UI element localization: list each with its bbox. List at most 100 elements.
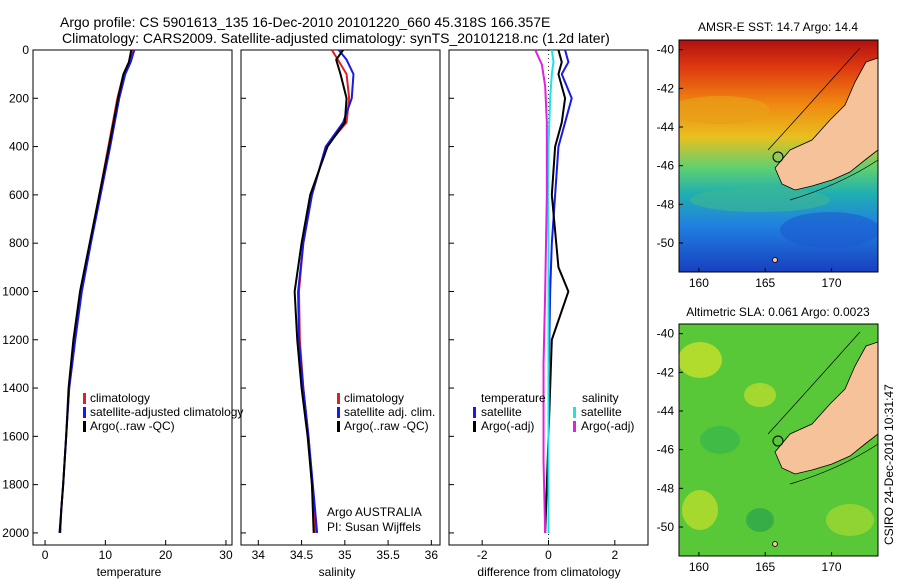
x-tick-label: 35 <box>338 548 352 562</box>
difference-axis-label: difference from climatology <box>477 565 620 579</box>
bathymetry-contour <box>767 331 861 435</box>
sla-anomaly <box>826 504 874 536</box>
legend-item: climatology <box>90 391 150 405</box>
y-tick-label: 200 <box>9 91 29 105</box>
series-line-2 <box>293 50 348 533</box>
legend-item: satellite <box>481 405 522 419</box>
sla-anomaly <box>746 508 774 532</box>
bathymetry-contour <box>789 159 878 201</box>
map-y-tick-label: -42 <box>657 365 675 379</box>
pi-annotation: PI: Susan Wijffels <box>327 520 421 534</box>
legend-heading-temperature: temperature <box>481 391 546 405</box>
timestamp-side-label: CSIRO 24-Dec-2010 10:31:47 <box>882 384 896 545</box>
sla-anomaly <box>682 490 718 530</box>
map-x-tick-label: 160 <box>689 560 709 574</box>
legend-item: satellite <box>581 405 622 419</box>
legend-item: Argo(..raw -QC) <box>344 419 429 433</box>
map-y-tick-label: -50 <box>657 236 675 250</box>
header-line1: Argo profile: CS 5901613_135 16-Dec-2010… <box>60 14 550 30</box>
sst-map-frame <box>678 39 879 273</box>
series-line-1 <box>297 50 355 534</box>
map-y-tick-label: -50 <box>657 520 675 534</box>
x-tick-label: 20 <box>159 548 173 562</box>
temperature-legend: climatology satellite-adjusted climatolo… <box>83 391 243 433</box>
south-island-land <box>774 341 878 475</box>
legend-swatch-sal-argo <box>573 421 576 432</box>
map-y-tick-label: -44 <box>657 404 675 418</box>
y-tick-label: 1000 <box>2 284 29 298</box>
map-x-tick-label: 170 <box>822 276 842 290</box>
map-x-tick-label: 160 <box>689 276 709 290</box>
map-y-tick-label: -48 <box>657 197 675 211</box>
x-tick-label: 2 <box>611 548 618 562</box>
y-tick-label: 1200 <box>2 333 29 347</box>
legend-swatch-climatology <box>337 393 340 404</box>
argo-location-marker <box>772 151 784 163</box>
y-tick-label: 1400 <box>2 381 29 395</box>
island-marker <box>772 541 778 547</box>
legend-swatch-satellite <box>337 407 340 418</box>
argo-location-marker <box>772 435 784 447</box>
temperature-axis-label: temperature <box>97 565 162 579</box>
series-line-3 <box>534 50 548 533</box>
map-y-tick-label: -40 <box>657 327 675 341</box>
map-y-tick-label: -44 <box>657 120 675 134</box>
sst-map-title: AMSR-E SST: 14.7 Argo: 14.4 <box>698 20 858 34</box>
sla-anomaly <box>679 342 722 378</box>
sla-anomaly <box>744 383 776 407</box>
y-tick-label: 800 <box>9 236 29 250</box>
legend-item: satellite adj. clim. <box>344 405 435 419</box>
legend-item: climatology <box>344 391 404 405</box>
x-tick-label: -2 <box>477 548 488 562</box>
sla-map <box>679 324 878 556</box>
map-y-tick-label: -46 <box>657 159 675 173</box>
bathymetry-contour <box>767 47 861 151</box>
map-x-tick-label: 165 <box>755 276 775 290</box>
map-y-tick-label: -46 <box>657 443 675 457</box>
x-tick-label: 30 <box>219 548 233 562</box>
sst-front <box>690 188 830 212</box>
sst-map <box>679 40 878 272</box>
salinity-panel <box>240 49 441 546</box>
legend-swatch-satellite <box>83 407 86 418</box>
legend-swatch-climatology <box>83 393 86 404</box>
legend-swatch-argo <box>337 421 340 432</box>
y-tick-label: 400 <box>9 140 29 154</box>
sla-map-title: Altimetric SLA: 0.061 Argo: 0.0023 <box>686 305 870 319</box>
x-tick-label: 10 <box>99 548 113 562</box>
legend-item: Argo(..raw -QC) <box>90 419 175 433</box>
y-tick-label: 0 <box>22 43 29 57</box>
salinity-axis-label: salinity <box>319 565 356 579</box>
x-tick-label: 35.5 <box>376 548 400 562</box>
map-x-tick-label: 170 <box>822 560 842 574</box>
x-tick-label: 0 <box>42 548 49 562</box>
sst-cold-pool <box>780 212 878 248</box>
bathymetry-contour <box>789 443 878 485</box>
map-y-tick-label: -40 <box>657 43 675 57</box>
y-tick-label: 1600 <box>2 429 29 443</box>
south-island-land <box>774 57 878 191</box>
sla-anomaly <box>700 426 740 454</box>
legend-swatch-sal-satellite <box>573 407 576 418</box>
island-marker <box>772 257 778 263</box>
legend-heading-salinity: salinity <box>582 391 619 405</box>
difference-legend: temperature satellite Argo(-adj) salinit… <box>473 391 634 433</box>
x-tick-label: 0 <box>545 548 552 562</box>
series-line-1 <box>544 50 570 533</box>
legend-swatch-argo <box>83 421 86 432</box>
legend-item: satellite-adjusted climatology <box>90 405 243 419</box>
sst-warm-tongue <box>679 96 770 124</box>
series-line-2 <box>58 50 133 534</box>
temperature-panel <box>32 49 233 546</box>
map-y-tick-label: -42 <box>657 81 675 95</box>
x-tick-label: 34 <box>252 548 266 562</box>
y-tick-label: 600 <box>9 188 29 202</box>
map-x-tick-label: 165 <box>755 560 775 574</box>
legend-swatch-temp-argo <box>473 421 476 432</box>
salinity-legend: climatology satellite adj. clim. Argo(..… <box>327 391 435 534</box>
legend-item: Argo(-adj) <box>481 419 534 433</box>
y-tick-label: 1800 <box>2 478 29 492</box>
argo-program-annotation: Argo AUSTRALIA <box>327 505 422 519</box>
map-y-tick-label: -48 <box>657 481 675 495</box>
